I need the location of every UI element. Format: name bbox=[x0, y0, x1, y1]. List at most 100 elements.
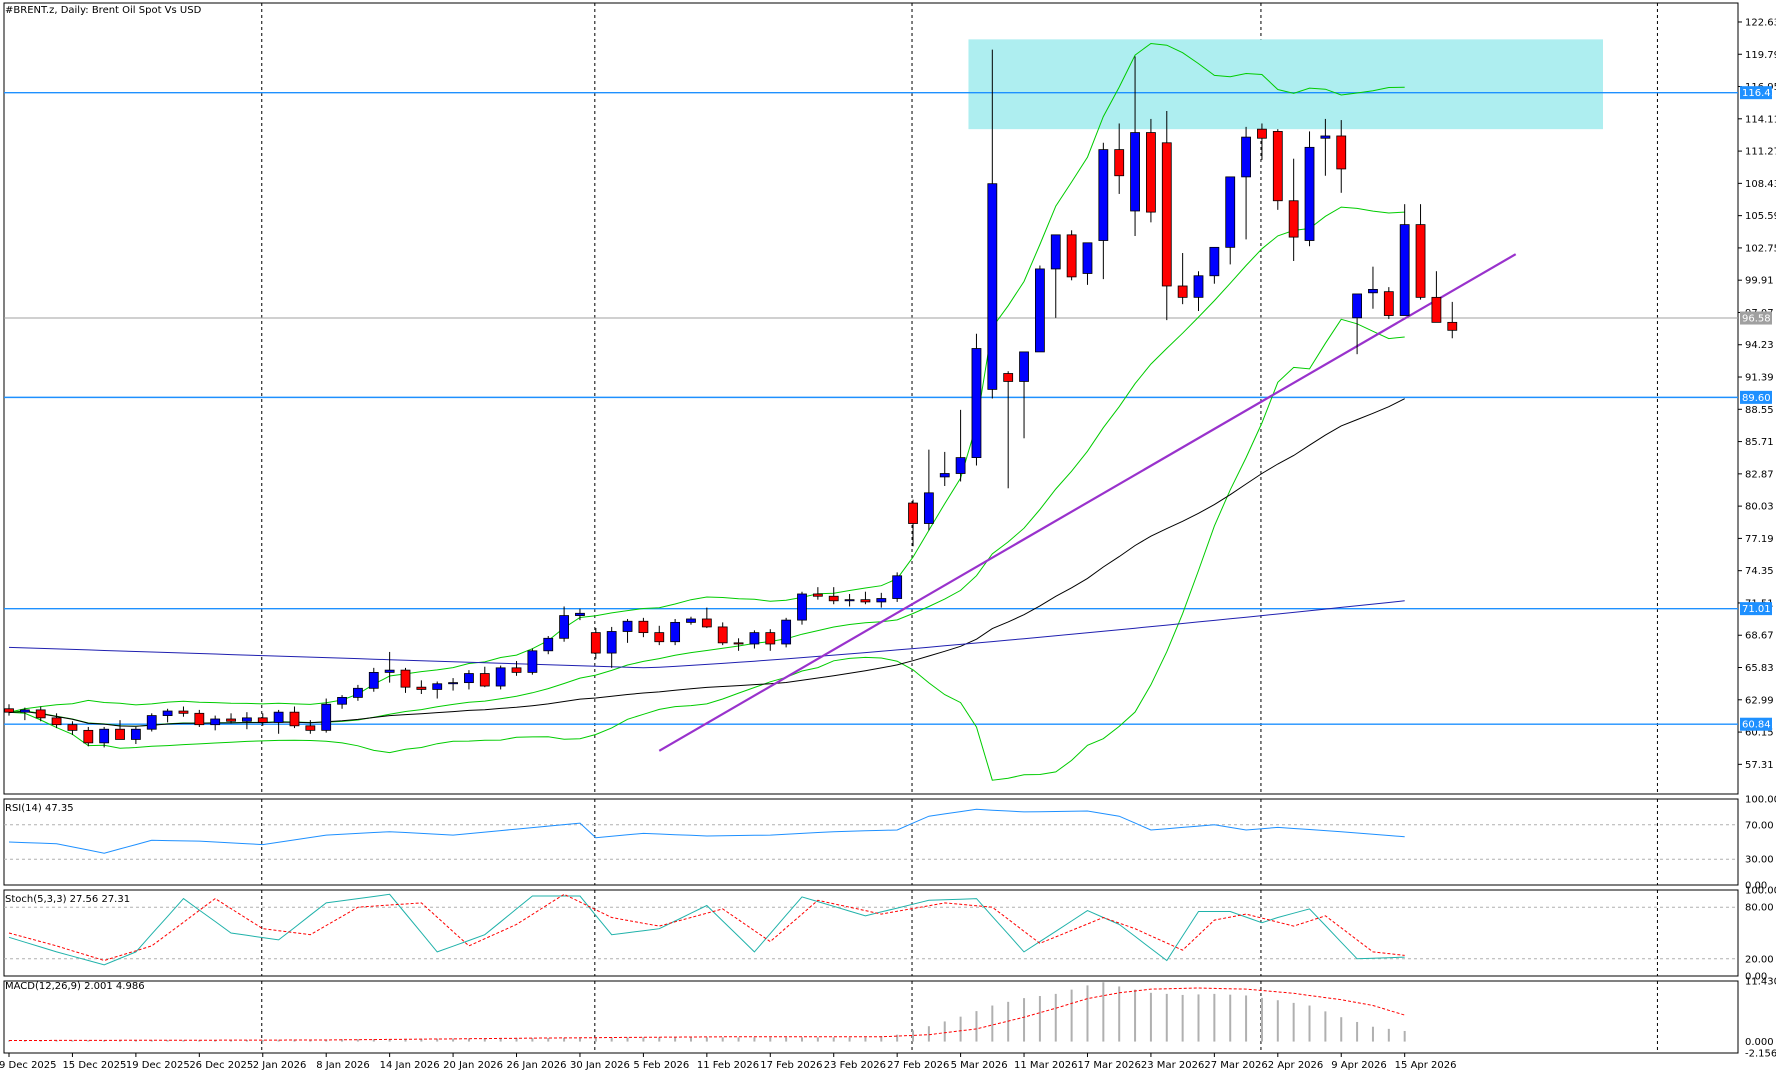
bullish-candle-body bbox=[923, 492, 934, 524]
price-tag-label: 96.58 bbox=[1742, 314, 1771, 325]
date-tick-label: 5 Feb 2026 bbox=[633, 1060, 689, 1071]
price-tick-label: 102.75 bbox=[1745, 243, 1776, 254]
price-tag-label: 116.41 bbox=[1742, 88, 1776, 99]
price-tick-label: 99.91 bbox=[1745, 276, 1774, 287]
candle bbox=[1003, 371, 1014, 489]
candle bbox=[353, 684, 363, 701]
stoch-main-line bbox=[8, 893, 1405, 966]
bearish-candle-body bbox=[4, 708, 14, 713]
candle bbox=[1146, 118, 1156, 223]
bearish-candle-body bbox=[1288, 200, 1299, 238]
candle bbox=[178, 706, 189, 717]
stoch-tick-label: 0.00 bbox=[1745, 972, 1767, 983]
price-tag-box bbox=[1740, 602, 1772, 616]
bearish-candle-body bbox=[51, 717, 62, 726]
candle bbox=[4, 704, 14, 716]
bearish-candle-body bbox=[35, 709, 46, 719]
stoch-label: Stoch(5,3,3) 27.56 27.31 bbox=[5, 894, 130, 905]
date-tick-label: 26 Jan 2026 bbox=[507, 1060, 567, 1071]
bullish-candle-body bbox=[146, 715, 157, 730]
date-tick-label: 8 Jan 2026 bbox=[316, 1060, 370, 1071]
candle bbox=[654, 625, 665, 646]
candle bbox=[19, 707, 30, 721]
date-tick-label: 27 Feb 2026 bbox=[887, 1060, 949, 1071]
candle bbox=[1272, 129, 1283, 210]
candle bbox=[1241, 126, 1251, 240]
candle bbox=[812, 587, 823, 600]
bearish-candle-body bbox=[305, 725, 316, 731]
bearish-candle-body bbox=[638, 620, 649, 634]
price-tick-label: 68.67 bbox=[1745, 631, 1774, 642]
candle bbox=[337, 695, 347, 709]
price-tick-label: 88.55 bbox=[1745, 405, 1774, 416]
bearish-candle-body bbox=[1161, 142, 1172, 287]
price-tick-label: 57.31 bbox=[1745, 760, 1774, 771]
candle bbox=[400, 667, 411, 693]
candle bbox=[35, 706, 46, 722]
bullish-candle-body bbox=[464, 673, 474, 684]
bearish-candle-body bbox=[701, 618, 712, 628]
candle bbox=[797, 591, 807, 625]
price-tag-box bbox=[1740, 717, 1772, 731]
candle bbox=[305, 720, 316, 734]
candle bbox=[765, 629, 776, 651]
candle bbox=[1288, 158, 1299, 261]
stoch-tick-label: 100.00 bbox=[1745, 886, 1776, 897]
candle bbox=[51, 713, 62, 729]
bearish-candle-body bbox=[194, 712, 205, 726]
candle bbox=[241, 712, 252, 730]
candle bbox=[781, 617, 792, 648]
date-tick-label: 23 Mar 2026 bbox=[1141, 1060, 1204, 1071]
candle bbox=[971, 333, 982, 466]
candle bbox=[590, 628, 601, 659]
candle bbox=[686, 616, 696, 625]
candle bbox=[717, 622, 728, 646]
candle bbox=[1098, 142, 1109, 280]
candle bbox=[1257, 123, 1267, 160]
date-tick-label: 26 Dec 2025 bbox=[189, 1060, 253, 1071]
rsi-line bbox=[8, 808, 1405, 854]
price-tick-label: 108.43 bbox=[1745, 179, 1776, 190]
price-tick-label: 65.83 bbox=[1745, 663, 1774, 674]
bearish-candle-body bbox=[1383, 291, 1394, 316]
price-tag: 71.01 bbox=[1740, 602, 1772, 616]
candle bbox=[1050, 234, 1061, 318]
rsi-tick-label: 0.00 bbox=[1745, 881, 1767, 892]
bullish-candle-body bbox=[1019, 351, 1029, 382]
bullish-candle-body bbox=[955, 457, 966, 474]
candle bbox=[860, 591, 871, 605]
stoch-panel-frame bbox=[3, 889, 1739, 977]
bearish-candle-body bbox=[812, 593, 823, 597]
macd-label: MACD(12,26,9) 2.001 4.986 bbox=[5, 981, 145, 992]
bearish-candle-body bbox=[1431, 296, 1442, 323]
candle bbox=[1352, 293, 1362, 355]
bearish-candle-body bbox=[590, 632, 601, 654]
candle bbox=[955, 409, 966, 482]
trendline bbox=[658, 253, 1517, 752]
macd-tick-label: 11.430 bbox=[1745, 977, 1776, 988]
rsi-tick-label: 70.00 bbox=[1745, 820, 1774, 831]
price-panel-frame bbox=[3, 2, 1739, 795]
bullish-candle-body bbox=[1352, 293, 1362, 319]
candle bbox=[876, 592, 887, 608]
price-tick-label: 114.11 bbox=[1745, 114, 1776, 125]
bullish-candle-body bbox=[495, 667, 506, 687]
bearish-candle-body bbox=[1177, 285, 1188, 298]
candle bbox=[162, 708, 173, 723]
bearish-candle-body bbox=[765, 632, 776, 645]
price-tag-box bbox=[1740, 311, 1772, 325]
bearish-candle-body bbox=[654, 632, 665, 643]
macd-panel-frame bbox=[3, 980, 1739, 1054]
candle bbox=[1177, 253, 1188, 305]
bollinger-lower-line bbox=[8, 318, 1405, 781]
bearish-candle-body bbox=[1336, 135, 1347, 170]
candle bbox=[67, 721, 78, 735]
candle bbox=[575, 608, 585, 621]
candle bbox=[464, 670, 474, 690]
bearish-candle-body bbox=[1114, 149, 1125, 177]
candle bbox=[368, 667, 379, 692]
bullish-candle-body bbox=[1050, 234, 1061, 270]
candle bbox=[432, 681, 443, 699]
